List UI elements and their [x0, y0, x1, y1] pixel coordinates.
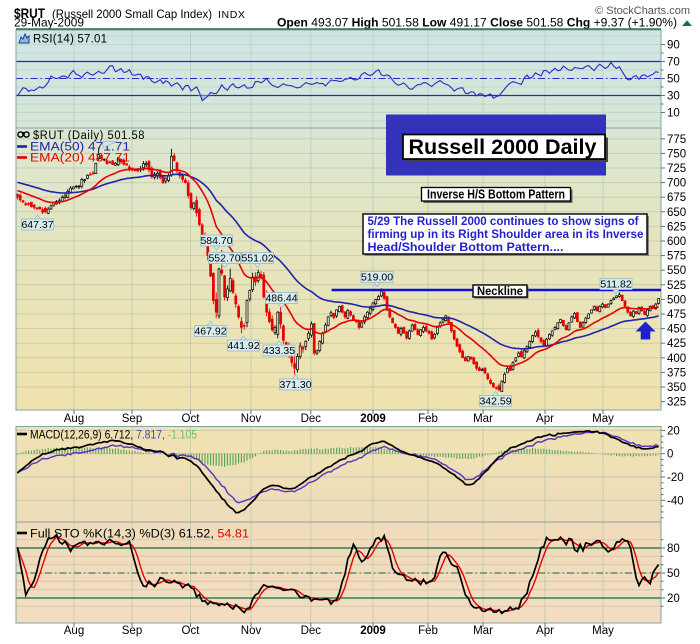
svg-text:575: 575	[667, 251, 686, 263]
svg-text:-40: -40	[667, 495, 684, 507]
svg-text:50: 50	[667, 74, 680, 86]
svg-text:Dec: Dec	[301, 625, 322, 637]
svg-text:500: 500	[667, 294, 686, 306]
svg-text:325: 325	[667, 397, 686, 409]
svg-text:Aug: Aug	[64, 625, 84, 637]
svg-text:50: 50	[667, 568, 680, 580]
svg-text:20: 20	[667, 593, 680, 605]
svg-text:525: 525	[667, 280, 686, 292]
svg-text:RSI(14) 57.01: RSI(14) 57.01	[33, 34, 107, 46]
svg-text:775: 775	[667, 134, 686, 146]
svg-text:552.70: 552.70	[208, 253, 240, 265]
svg-text:EMA(20) 487.71: EMA(20) 487.71	[30, 153, 130, 165]
svg-text:firming up in its Right Should: firming up in its Right Shoulder area in…	[368, 227, 644, 241]
svg-text:Neckline: Neckline	[477, 284, 523, 298]
svg-text:-20: -20	[667, 472, 684, 484]
svg-text:30: 30	[667, 91, 680, 103]
svg-text:5/29 The Russell 2000 continu: 5/29 The Russell 2000 continues to show …	[368, 214, 640, 228]
svg-text:Oct: Oct	[182, 625, 201, 637]
svg-text:550: 550	[667, 265, 686, 277]
svg-text:Dec: Dec	[301, 413, 322, 425]
svg-text:Full STO %K(14,3) %D(3) 61.52,: Full STO %K(14,3) %D(3) 61.52, 54.81	[30, 529, 249, 541]
svg-text:0: 0	[667, 449, 673, 461]
svg-text:Aug: Aug	[64, 413, 84, 425]
svg-text:Head/Shoulder Bottom Pattern..: Head/Shoulder Bottom Pattern....	[368, 240, 564, 254]
svg-text:70: 70	[667, 57, 680, 69]
svg-text:Russell 2000 Daily: Russell 2000 Daily	[409, 136, 597, 159]
svg-text:425: 425	[667, 338, 686, 350]
svg-text:Oct: Oct	[182, 413, 201, 425]
svg-text:486.44: 486.44	[265, 293, 297, 305]
svg-text:375: 375	[667, 367, 686, 379]
svg-text:(Russell 2000 Small Cap Index): (Russell 2000 Small Cap Index)	[52, 7, 212, 21]
svg-text:2009: 2009	[360, 413, 386, 425]
svg-text:441.92: 441.92	[227, 340, 259, 352]
svg-text:600: 600	[667, 236, 686, 248]
svg-text:May: May	[592, 413, 614, 425]
svg-text:Nov: Nov	[241, 413, 262, 425]
svg-text:Mar: Mar	[473, 413, 493, 425]
svg-text:350: 350	[667, 382, 686, 394]
svg-text:Sep: Sep	[122, 413, 142, 425]
svg-text:675: 675	[667, 192, 686, 204]
svg-text:Apr: Apr	[536, 625, 554, 637]
svg-text:$RUT: $RUT	[14, 5, 45, 21]
svg-text:647.37: 647.37	[21, 219, 53, 231]
svg-text:371.30: 371.30	[279, 379, 311, 391]
svg-text:MACD(12,26,9) 6.712, 7.817, -1: MACD(12,26,9) 6.712, 7.817, -1.105	[30, 430, 197, 442]
svg-text:Feb: Feb	[418, 413, 438, 425]
svg-text:INDX: INDX	[218, 9, 246, 21]
svg-text:433.35: 433.35	[263, 345, 295, 357]
svg-text:750: 750	[667, 148, 686, 160]
svg-text:450: 450	[667, 324, 686, 336]
svg-text:475: 475	[667, 309, 686, 321]
svg-text:© StockCharts.com: © StockCharts.com	[595, 5, 690, 17]
svg-text:Inverse H/S Bottom Pattern: Inverse H/S Bottom Pattern	[427, 187, 565, 201]
svg-text:10: 10	[667, 108, 680, 120]
svg-text:584.70: 584.70	[200, 235, 232, 247]
svg-text:342.59: 342.59	[479, 396, 511, 408]
svg-text:625: 625	[667, 221, 686, 233]
svg-text:Feb: Feb	[418, 625, 438, 637]
svg-text:2009: 2009	[360, 625, 386, 637]
svg-text:Mar: Mar	[473, 625, 493, 637]
svg-text:650: 650	[667, 207, 686, 219]
svg-text:700: 700	[667, 178, 686, 190]
svg-text:$RUT (Daily) 501.58: $RUT (Daily) 501.58	[33, 130, 145, 142]
svg-text:90: 90	[667, 40, 680, 52]
svg-text:511.82: 511.82	[600, 279, 631, 291]
svg-text:May: May	[592, 625, 614, 637]
svg-text:80: 80	[667, 543, 680, 555]
svg-text:29-May-2009: 29-May-2009	[14, 16, 84, 30]
svg-text:Sep: Sep	[122, 625, 142, 637]
svg-text:725: 725	[667, 163, 686, 175]
svg-text:519.00: 519.00	[361, 272, 393, 284]
svg-text:467.92: 467.92	[194, 326, 226, 338]
svg-text:Open 493.07 High 501.58 Low 49: Open 493.07 High 501.58 Low 491.17 Close…	[277, 18, 677, 30]
svg-text:Nov: Nov	[241, 625, 262, 637]
svg-text:400: 400	[667, 353, 686, 365]
svg-text:Apr: Apr	[536, 413, 554, 425]
svg-text:20: 20	[667, 425, 680, 437]
svg-text:551.02: 551.02	[241, 253, 273, 265]
